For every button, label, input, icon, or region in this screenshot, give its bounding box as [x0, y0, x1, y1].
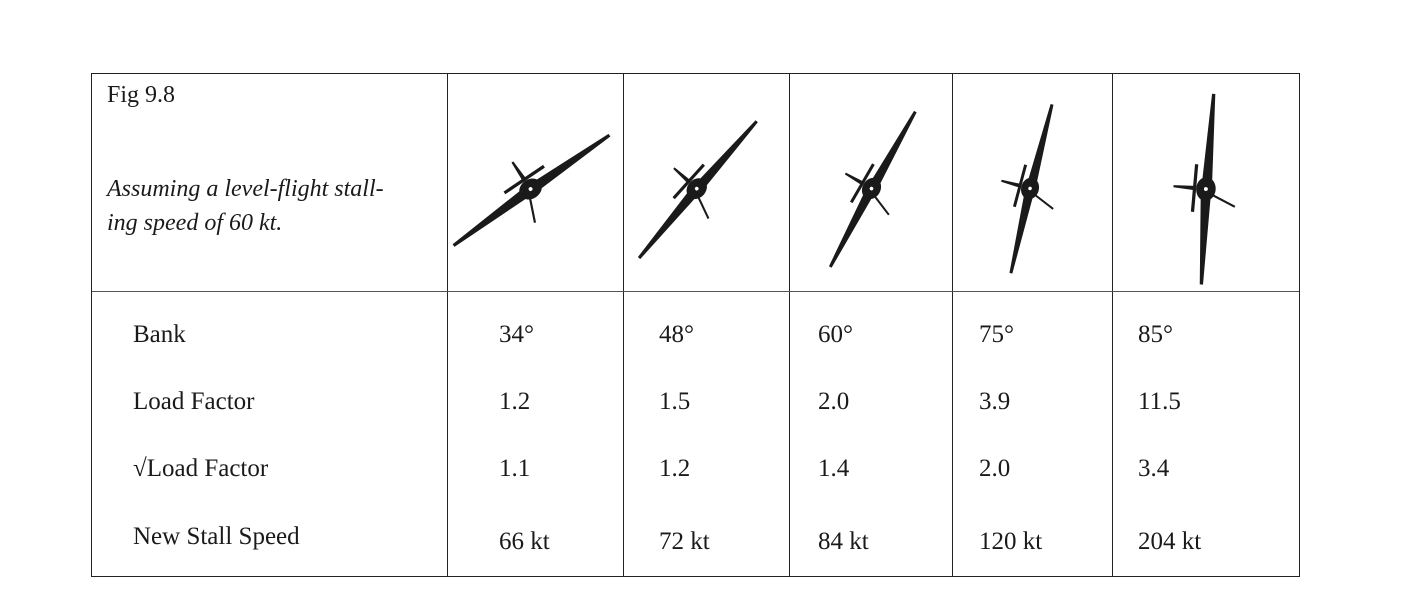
- aircraft-spinner: [1203, 187, 1208, 191]
- aircraft-spinner: [694, 186, 699, 191]
- aircraft-propeller: [1209, 192, 1236, 208]
- aircraft-spinner: [869, 186, 874, 191]
- row-label-new-stall-speed: New Stall Speed: [133, 523, 300, 550]
- sqrt-load-factor-value: 3.4: [1138, 455, 1170, 482]
- stall-speed-value: 204 kt: [1138, 528, 1202, 555]
- aircraft-shape: [637, 120, 758, 260]
- aircraft-spinner: [1028, 186, 1032, 191]
- aircraft-shape: [1001, 103, 1054, 274]
- aircraft-34-deg-icon: [449, 74, 623, 291]
- aircraft-48-deg-icon: [625, 74, 789, 291]
- aircraft-propeller: [872, 193, 890, 216]
- aircraft-spinner: [528, 187, 533, 191]
- column-divider: [789, 74, 790, 576]
- load-factor-value: 1.2: [499, 388, 531, 415]
- banked-aircraft-silhouette-icon: [1173, 93, 1236, 285]
- bank-value: 34°: [499, 321, 534, 348]
- banked-aircraft-silhouette-icon: [1001, 103, 1054, 274]
- aircraft-60-deg-icon: [791, 74, 952, 291]
- sqrt-load-factor-value: 2.0: [979, 455, 1011, 482]
- stall-speed-value: 84 kt: [818, 528, 869, 555]
- load-factor-value: 2.0: [818, 388, 850, 415]
- column-divider: [447, 74, 448, 576]
- sqrt-load-factor-value: 1.2: [659, 455, 691, 482]
- load-factor-value: 3.9: [979, 388, 1011, 415]
- banked-aircraft-silhouette-icon: [828, 110, 917, 268]
- aircraft-shape: [828, 110, 917, 268]
- bank-value: 85°: [1138, 321, 1173, 348]
- stall-speed-value: 120 kt: [979, 528, 1043, 555]
- bank-value: 48°: [659, 321, 694, 348]
- figure-title: Fig 9.8: [107, 82, 176, 108]
- aircraft-fin: [1173, 185, 1196, 191]
- banked-aircraft-silhouette-icon: [637, 120, 758, 260]
- load-factor-value: 11.5: [1138, 388, 1181, 415]
- figure-caption: Assuming a level-flight stall- ing speed…: [107, 172, 447, 240]
- aircraft-shape: [1173, 93, 1236, 285]
- header-divider: [92, 291, 1299, 292]
- sqrt-load-factor-value: 1.1: [499, 455, 531, 482]
- banked-aircraft-silhouette-icon: [452, 133, 611, 247]
- aircraft-fin: [673, 167, 691, 184]
- aircraft-propeller: [1032, 192, 1054, 210]
- sqrt-load-factor-value: 1.4: [818, 455, 850, 482]
- stall-speed-table: Fig 9.8 Assuming a level-flight stall- i…: [91, 73, 1300, 577]
- row-label-bank: Bank: [133, 321, 186, 348]
- row-label-sqrt-load-factor: √Load Factor: [133, 455, 269, 482]
- aircraft-fin: [844, 172, 864, 186]
- bank-value: 75°: [979, 321, 1014, 348]
- row-label-load-factor: Load Factor: [133, 388, 255, 415]
- aircraft-fin: [1001, 179, 1022, 188]
- load-factor-value: 1.5: [659, 388, 691, 415]
- caption-line: ing speed of 60 kt.: [107, 210, 283, 236]
- caption-line: Assuming a level-flight stall-: [107, 176, 384, 202]
- stall-speed-value: 72 kt: [659, 528, 710, 555]
- aircraft-75-deg-icon: [954, 74, 1112, 291]
- aircraft-propeller: [696, 194, 710, 219]
- aircraft-propeller: [528, 194, 537, 223]
- column-divider: [623, 74, 624, 576]
- aircraft-85-deg-icon: [1114, 74, 1300, 291]
- aircraft-fin: [511, 161, 527, 182]
- aircraft-shape: [452, 133, 611, 247]
- column-divider: [952, 74, 953, 576]
- bank-value: 60°: [818, 321, 853, 348]
- column-divider: [1112, 74, 1113, 576]
- stall-speed-value: 66 kt: [499, 528, 550, 555]
